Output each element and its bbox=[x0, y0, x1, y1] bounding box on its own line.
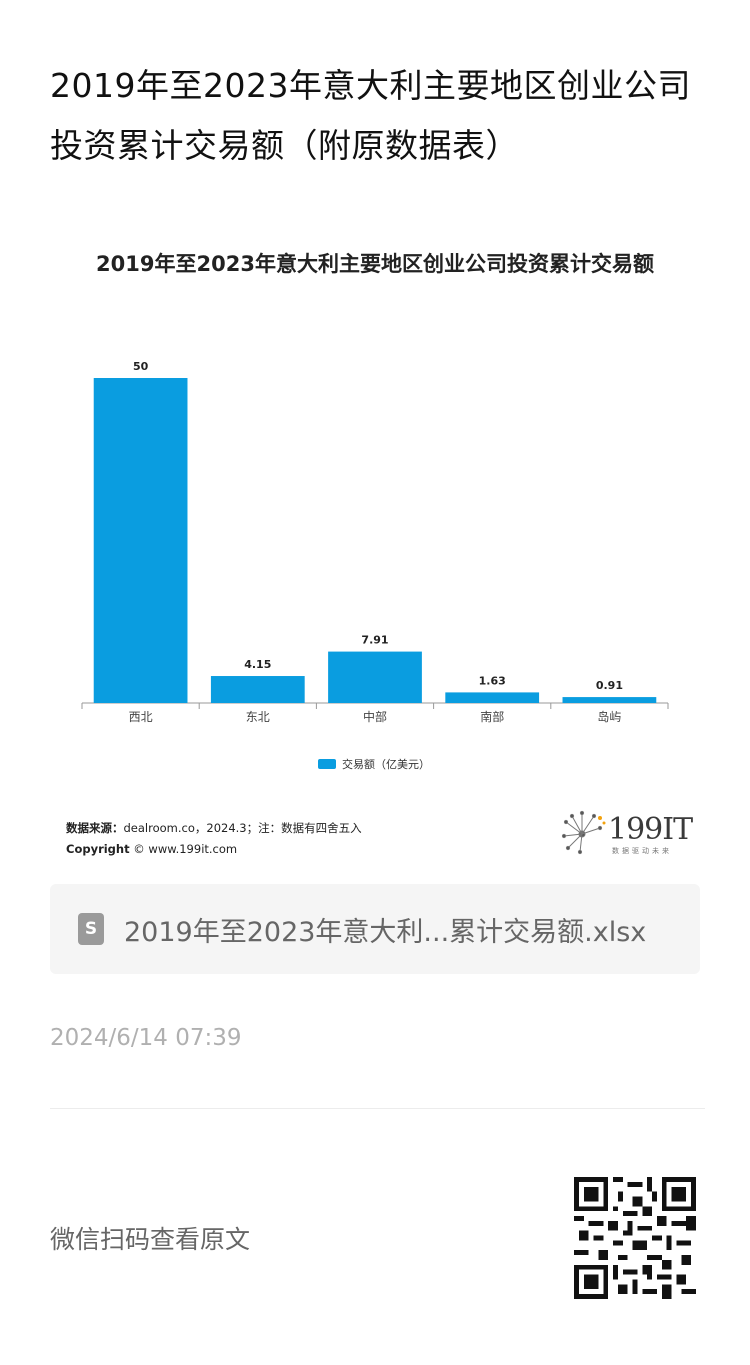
copyright-text: © www.199it.com bbox=[133, 842, 238, 856]
bar-3 bbox=[445, 692, 540, 703]
qr-code[interactable] bbox=[574, 1177, 696, 1299]
legend-label: 交易额（亿美元） bbox=[342, 758, 430, 771]
bar-1 bbox=[210, 676, 305, 703]
logo-text: 199IT bbox=[608, 812, 693, 847]
bar-4 bbox=[562, 697, 657, 703]
source-label: 数据来源： bbox=[66, 821, 124, 835]
chart-legend: 交易额（亿美元） bbox=[318, 756, 430, 772]
attachment-card[interactable]: S 2019年至2023年意大利...累计交易额.xlsx bbox=[50, 884, 700, 974]
data-label: 1.63 bbox=[479, 674, 506, 687]
x-tick-label: 岛屿 bbox=[597, 709, 621, 724]
spreadsheet-icon: S bbox=[78, 913, 104, 945]
bar-0 bbox=[93, 378, 188, 703]
source-note: 数据来源：dealroom.co，2024.3；注：数据有四舍五入 Copyri… bbox=[66, 818, 362, 860]
article-title: 2019年至2023年意大利主要地区创业公司投资累计交易额（附原数据表） bbox=[50, 66, 691, 165]
x-tick-label: 东北 bbox=[246, 710, 270, 724]
data-label: 0.91 bbox=[596, 679, 623, 692]
copyright-label: Copyright bbox=[66, 842, 130, 856]
scan-prompt: 微信扫码查看原文 bbox=[50, 1225, 251, 1254]
x-tick-label: 南部 bbox=[480, 709, 504, 724]
dandelion-icon bbox=[561, 810, 606, 855]
logo-tagline: 数据驱动未来 bbox=[612, 847, 672, 855]
data-label: 50 bbox=[133, 360, 149, 373]
bar-2 bbox=[328, 651, 422, 703]
data-label: 4.15 bbox=[244, 658, 271, 671]
publish-timestamp: 2024/6/14 07:39 bbox=[50, 1025, 242, 1051]
divider bbox=[50, 1108, 705, 1109]
bar-chart: 50 西北 4.15 东北 7.91 中部 1.63 南部 0.91 岛屿 bbox=[81, 360, 669, 724]
chart-card: 2019年至2023年意大利主要地区创业公司投资累计交易额 50 西北 4.15 东北… bbox=[50, 232, 700, 872]
source-text: dealroom.co，2024.3；注：数据有四舍五入 bbox=[123, 821, 362, 835]
chart-title: 2019年至2023年意大利主要地区创业公司投资累计交易额 bbox=[96, 252, 654, 276]
x-tick-label: 西北 bbox=[129, 710, 153, 724]
data-label: 7.91 bbox=[361, 634, 388, 647]
x-tick-label: 中部 bbox=[363, 709, 387, 724]
brand-logo: 199IT 数据驱动未来 bbox=[560, 810, 693, 858]
attachment-filename: 2019年至2023年意大利...累计交易额.xlsx bbox=[124, 916, 647, 948]
legend-swatch bbox=[318, 759, 336, 769]
